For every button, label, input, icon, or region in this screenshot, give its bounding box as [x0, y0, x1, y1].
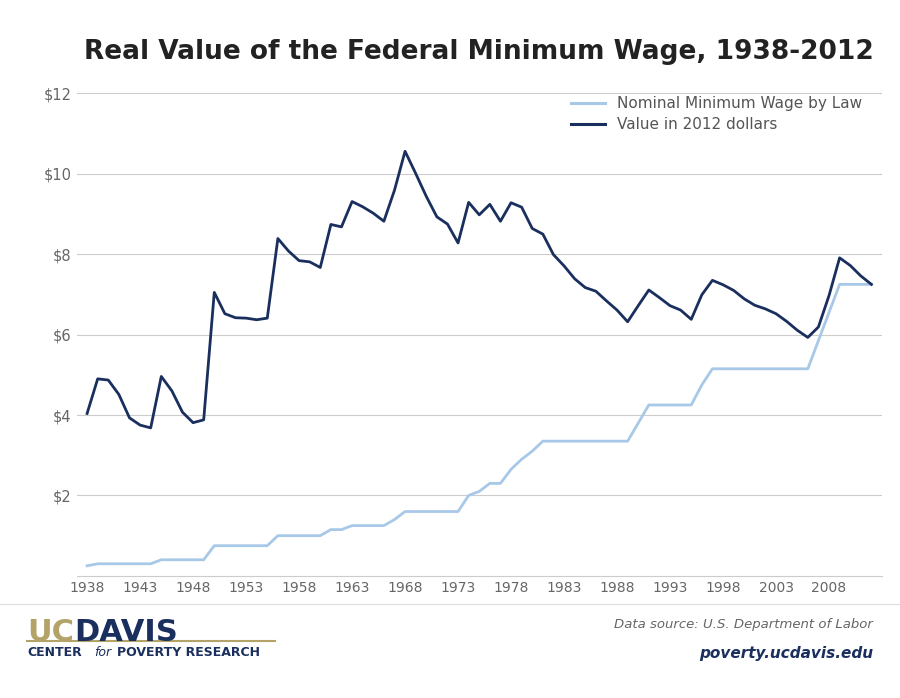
Text: CENTER: CENTER — [27, 646, 82, 659]
Text: UC: UC — [27, 618, 74, 647]
Legend: Nominal Minimum Wage by Law, Value in 2012 dollars: Nominal Minimum Wage by Law, Value in 20… — [572, 96, 862, 132]
Text: poverty.ucdavis.edu: poverty.ucdavis.edu — [699, 646, 873, 660]
Text: POVERTY RESEARCH: POVERTY RESEARCH — [117, 646, 260, 659]
Text: for: for — [94, 646, 112, 659]
Text: Data source: U.S. Department of Labor: Data source: U.S. Department of Labor — [614, 618, 873, 631]
Text: DAVIS: DAVIS — [74, 618, 177, 647]
Title: Real Value of the Federal Minimum Wage, 1938-2012: Real Value of the Federal Minimum Wage, … — [85, 39, 874, 66]
